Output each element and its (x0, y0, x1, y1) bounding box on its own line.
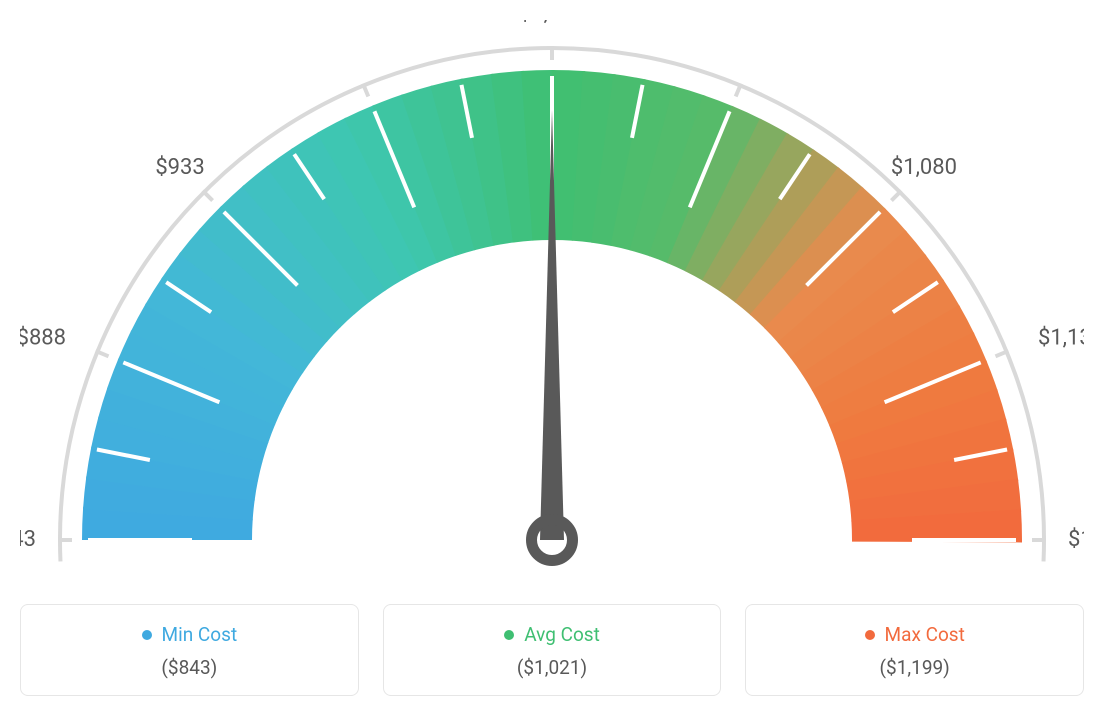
legend-row: Min Cost ($843) Avg Cost ($1,021) Max Co… (20, 604, 1084, 696)
svg-text:$1,080: $1,080 (891, 155, 957, 180)
dot-icon-max (865, 630, 875, 640)
dot-icon-min (142, 630, 152, 640)
legend-title-min-label: Min Cost (162, 623, 238, 646)
legend-value-min: ($843) (41, 656, 338, 679)
cost-gauge-chart: $843 $888 $933 $1,021 $1,080 $1,139 $1,199 Min… (20, 20, 1084, 696)
svg-text:$843: $843 (20, 527, 36, 552)
svg-text:$1,139: $1,139 (1038, 326, 1084, 351)
svg-text:$1,199: $1,199 (1068, 527, 1084, 552)
legend-card-avg: Avg Cost ($1,021) (383, 604, 722, 696)
legend-value-avg: ($1,021) (404, 656, 701, 679)
legend-value-max: ($1,199) (766, 656, 1063, 679)
gauge-svg: $843 $888 $933 $1,021 $1,080 $1,139 $1,199 (20, 20, 1084, 580)
legend-card-max: Max Cost ($1,199) (745, 604, 1084, 696)
legend-title-max: Max Cost (865, 623, 965, 646)
legend-title-min: Min Cost (142, 623, 238, 646)
legend-title-avg: Avg Cost (504, 623, 600, 646)
legend-card-min: Min Cost ($843) (20, 604, 359, 696)
svg-text:$1,021: $1,021 (519, 20, 585, 26)
legend-title-avg-label: Avg Cost (524, 623, 600, 646)
svg-text:$888: $888 (20, 326, 66, 351)
dot-icon-avg (504, 630, 514, 640)
legend-title-max-label: Max Cost (885, 623, 965, 646)
svg-text:$933: $933 (155, 155, 204, 180)
